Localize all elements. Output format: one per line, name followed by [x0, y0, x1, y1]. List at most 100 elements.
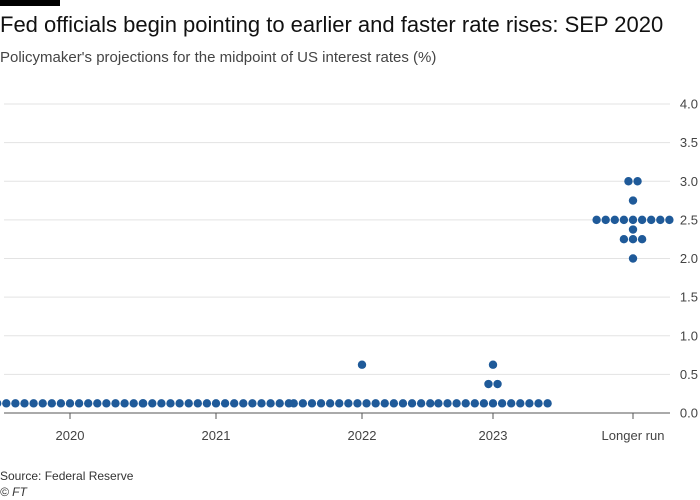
projection-dot: [239, 399, 248, 408]
projection-dot: [344, 399, 353, 408]
projection-dot: [407, 399, 417, 408]
projection-dot: [257, 399, 266, 408]
projection-dot: [534, 399, 543, 408]
projection-dot: [443, 399, 452, 408]
projection-dot: [470, 399, 479, 408]
projection-dot: [525, 399, 534, 408]
projection-dot: [543, 399, 552, 408]
projection-dot: [325, 399, 335, 408]
projection-dot: [628, 196, 638, 205]
projection-dot: [157, 399, 166, 408]
projection-dot: [452, 399, 461, 408]
projection-dot: [275, 399, 284, 408]
projection-dot: [139, 399, 148, 408]
projection-dot: [120, 399, 129, 408]
projection-dot: [211, 399, 221, 408]
projection-dot: [619, 215, 629, 225]
projection-dot: [0, 400, 2, 407]
projection-dot: [74, 399, 84, 408]
projection-dot: [111, 399, 120, 408]
projection-dot: [357, 360, 367, 369]
y-tick-label: 3.0: [680, 174, 698, 189]
ft-brand-bar: [0, 0, 60, 6]
projection-dot: [493, 379, 502, 389]
y-tick-label: 1.0: [680, 328, 698, 343]
projection-dot: [637, 234, 647, 244]
ft-credit: © FT: [0, 485, 27, 499]
projection-dot: [175, 399, 184, 408]
projection-dot: [389, 399, 399, 408]
x-tick-label: 2021: [202, 428, 231, 443]
projection-dot: [592, 215, 601, 225]
source-note: Source: Federal Reserve: [0, 469, 134, 483]
projection-dot: [628, 254, 638, 263]
projection-dot: [2, 399, 11, 408]
projection-dot: [380, 399, 389, 408]
y-tick-label: 1.5: [680, 290, 698, 305]
y-tick-label: 0.0: [680, 406, 698, 421]
projection-dot: [398, 399, 408, 408]
x-tick-label: 2022: [348, 428, 377, 443]
projection-dot: [601, 215, 610, 225]
projection-dot: [307, 399, 317, 408]
projection-dot: [516, 399, 525, 408]
projection-dot: [166, 399, 175, 408]
projection-dot: [65, 399, 75, 408]
projection-dot: [335, 399, 344, 408]
projection-dot: [148, 399, 157, 408]
projection-dot: [56, 399, 66, 408]
projection-dot: [84, 399, 93, 408]
projection-dot: [665, 215, 674, 225]
projection-dot: [362, 399, 371, 408]
projection-dot: [193, 399, 202, 408]
x-tick-label: Longer run: [602, 428, 665, 443]
projection-dot: [479, 399, 489, 408]
projection-dot: [220, 399, 230, 408]
projection-dot: [497, 399, 507, 408]
chart-title: Fed officials begin pointing to earlier …: [0, 12, 664, 37]
projection-dot: [289, 399, 298, 408]
y-tick-label: 2.5: [680, 212, 698, 227]
projection-dot: [371, 399, 380, 408]
projection-dot: [20, 399, 29, 408]
projection-dot: [488, 360, 498, 369]
y-tick-label: 0.5: [680, 367, 698, 382]
projection-dot: [461, 399, 470, 408]
projection-dot: [266, 399, 275, 408]
y-tick-label: 4.0: [680, 97, 698, 112]
projection-dot: [628, 215, 638, 225]
projection-dot: [426, 399, 435, 408]
projection-dot: [647, 215, 656, 225]
projection-dot: [416, 399, 426, 408]
projection-dot: [184, 399, 193, 408]
projection-dot: [316, 399, 326, 408]
projection-dot: [29, 399, 38, 408]
dot-plot-chart: 0.0 0.5 1.0 1.5 2.0 2.5 3.0 3.5 4.0 2020 2021 2022 2…: [0, 97, 698, 443]
x-tick-label: 2020: [56, 428, 85, 443]
projection-dot: [353, 399, 362, 408]
projection-dot: [93, 399, 102, 408]
projection-dot: [484, 379, 493, 389]
projection-dot: [507, 399, 516, 408]
y-tick-label: 2.0: [680, 251, 698, 266]
projection-dot: [624, 177, 633, 186]
projection-dot: [102, 399, 111, 408]
projection-dot: [637, 215, 647, 225]
projection-dot: [610, 215, 619, 225]
projection-dot: [656, 215, 665, 225]
chart-subtitle: Policymaker's projections for the midpoi…: [0, 49, 437, 66]
x-tick-label: 2023: [479, 428, 508, 443]
projection-dot: [628, 225, 638, 234]
y-tick-label: 3.5: [680, 135, 698, 150]
projection-dot: [11, 399, 20, 408]
projection-dot: [628, 234, 638, 244]
projection-dot: [633, 177, 642, 186]
projection-dot: [202, 399, 212, 408]
projection-dot: [129, 399, 138, 408]
projection-dot: [434, 399, 443, 408]
projection-dot: [230, 399, 239, 408]
projection-dot: [619, 234, 629, 244]
projection-dot: [248, 399, 257, 408]
projection-dot: [298, 399, 308, 408]
projection-dot: [488, 399, 498, 408]
